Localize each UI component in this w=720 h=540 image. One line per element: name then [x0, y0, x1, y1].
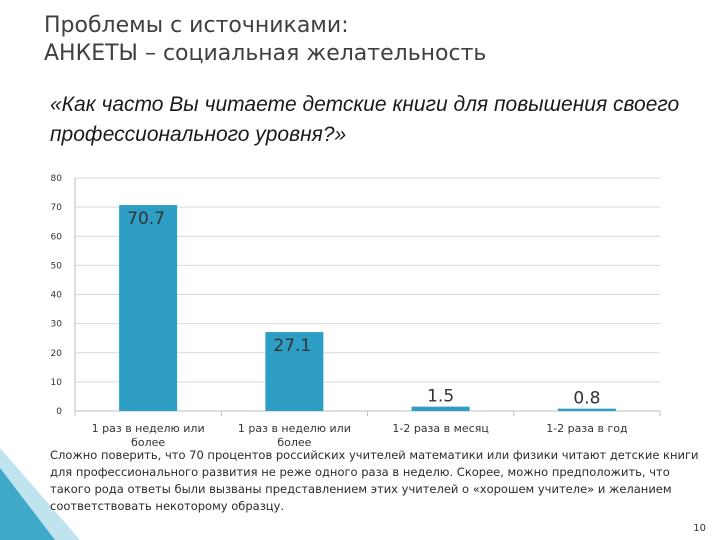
y-tick-label: 70 [51, 203, 63, 213]
slide-title-line1: Проблемы с источниками: [44, 13, 349, 38]
data-label: 0.8 [573, 389, 600, 409]
survey-question: «Как часто Вы читаете детские книги для … [50, 93, 680, 146]
y-tick-label: 80 [51, 174, 63, 184]
x-tick-label: 1 раз в неделю или более [92, 422, 205, 449]
slide-title: Проблемы с источниками: АНКЕТЫ – социаль… [44, 12, 684, 68]
y-tick-label: 10 [51, 378, 63, 388]
data-label: 1.5 [427, 387, 454, 407]
page-number: 10 [693, 523, 706, 534]
bar [119, 205, 178, 411]
data-label: 27.1 [273, 336, 311, 356]
x-tick-label: 1-2 раза в месяц [392, 422, 488, 435]
x-tick-label: 1-2 раза в год [546, 422, 628, 435]
y-tick-label: 30 [51, 320, 63, 330]
bar [557, 408, 616, 411]
slide-title-line2: АНКЕТЫ – социальная желательность [44, 41, 487, 66]
bar [265, 332, 324, 411]
y-tick-label: 20 [51, 349, 63, 359]
bar [411, 406, 470, 411]
y-tick-label: 60 [51, 232, 63, 242]
data-label: 70.7 [127, 209, 165, 229]
y-tick-label: 40 [51, 291, 63, 301]
decor-triangle-teal [0, 468, 55, 540]
corner-decoration [0, 448, 80, 540]
y-tick-label: 50 [51, 261, 63, 271]
y-tick-label: 0 [56, 407, 62, 417]
x-tick-label: 1 раз в неделю или более [238, 422, 351, 449]
commentary-text: Сложно поверить, что 70 процентов россий… [50, 448, 699, 513]
